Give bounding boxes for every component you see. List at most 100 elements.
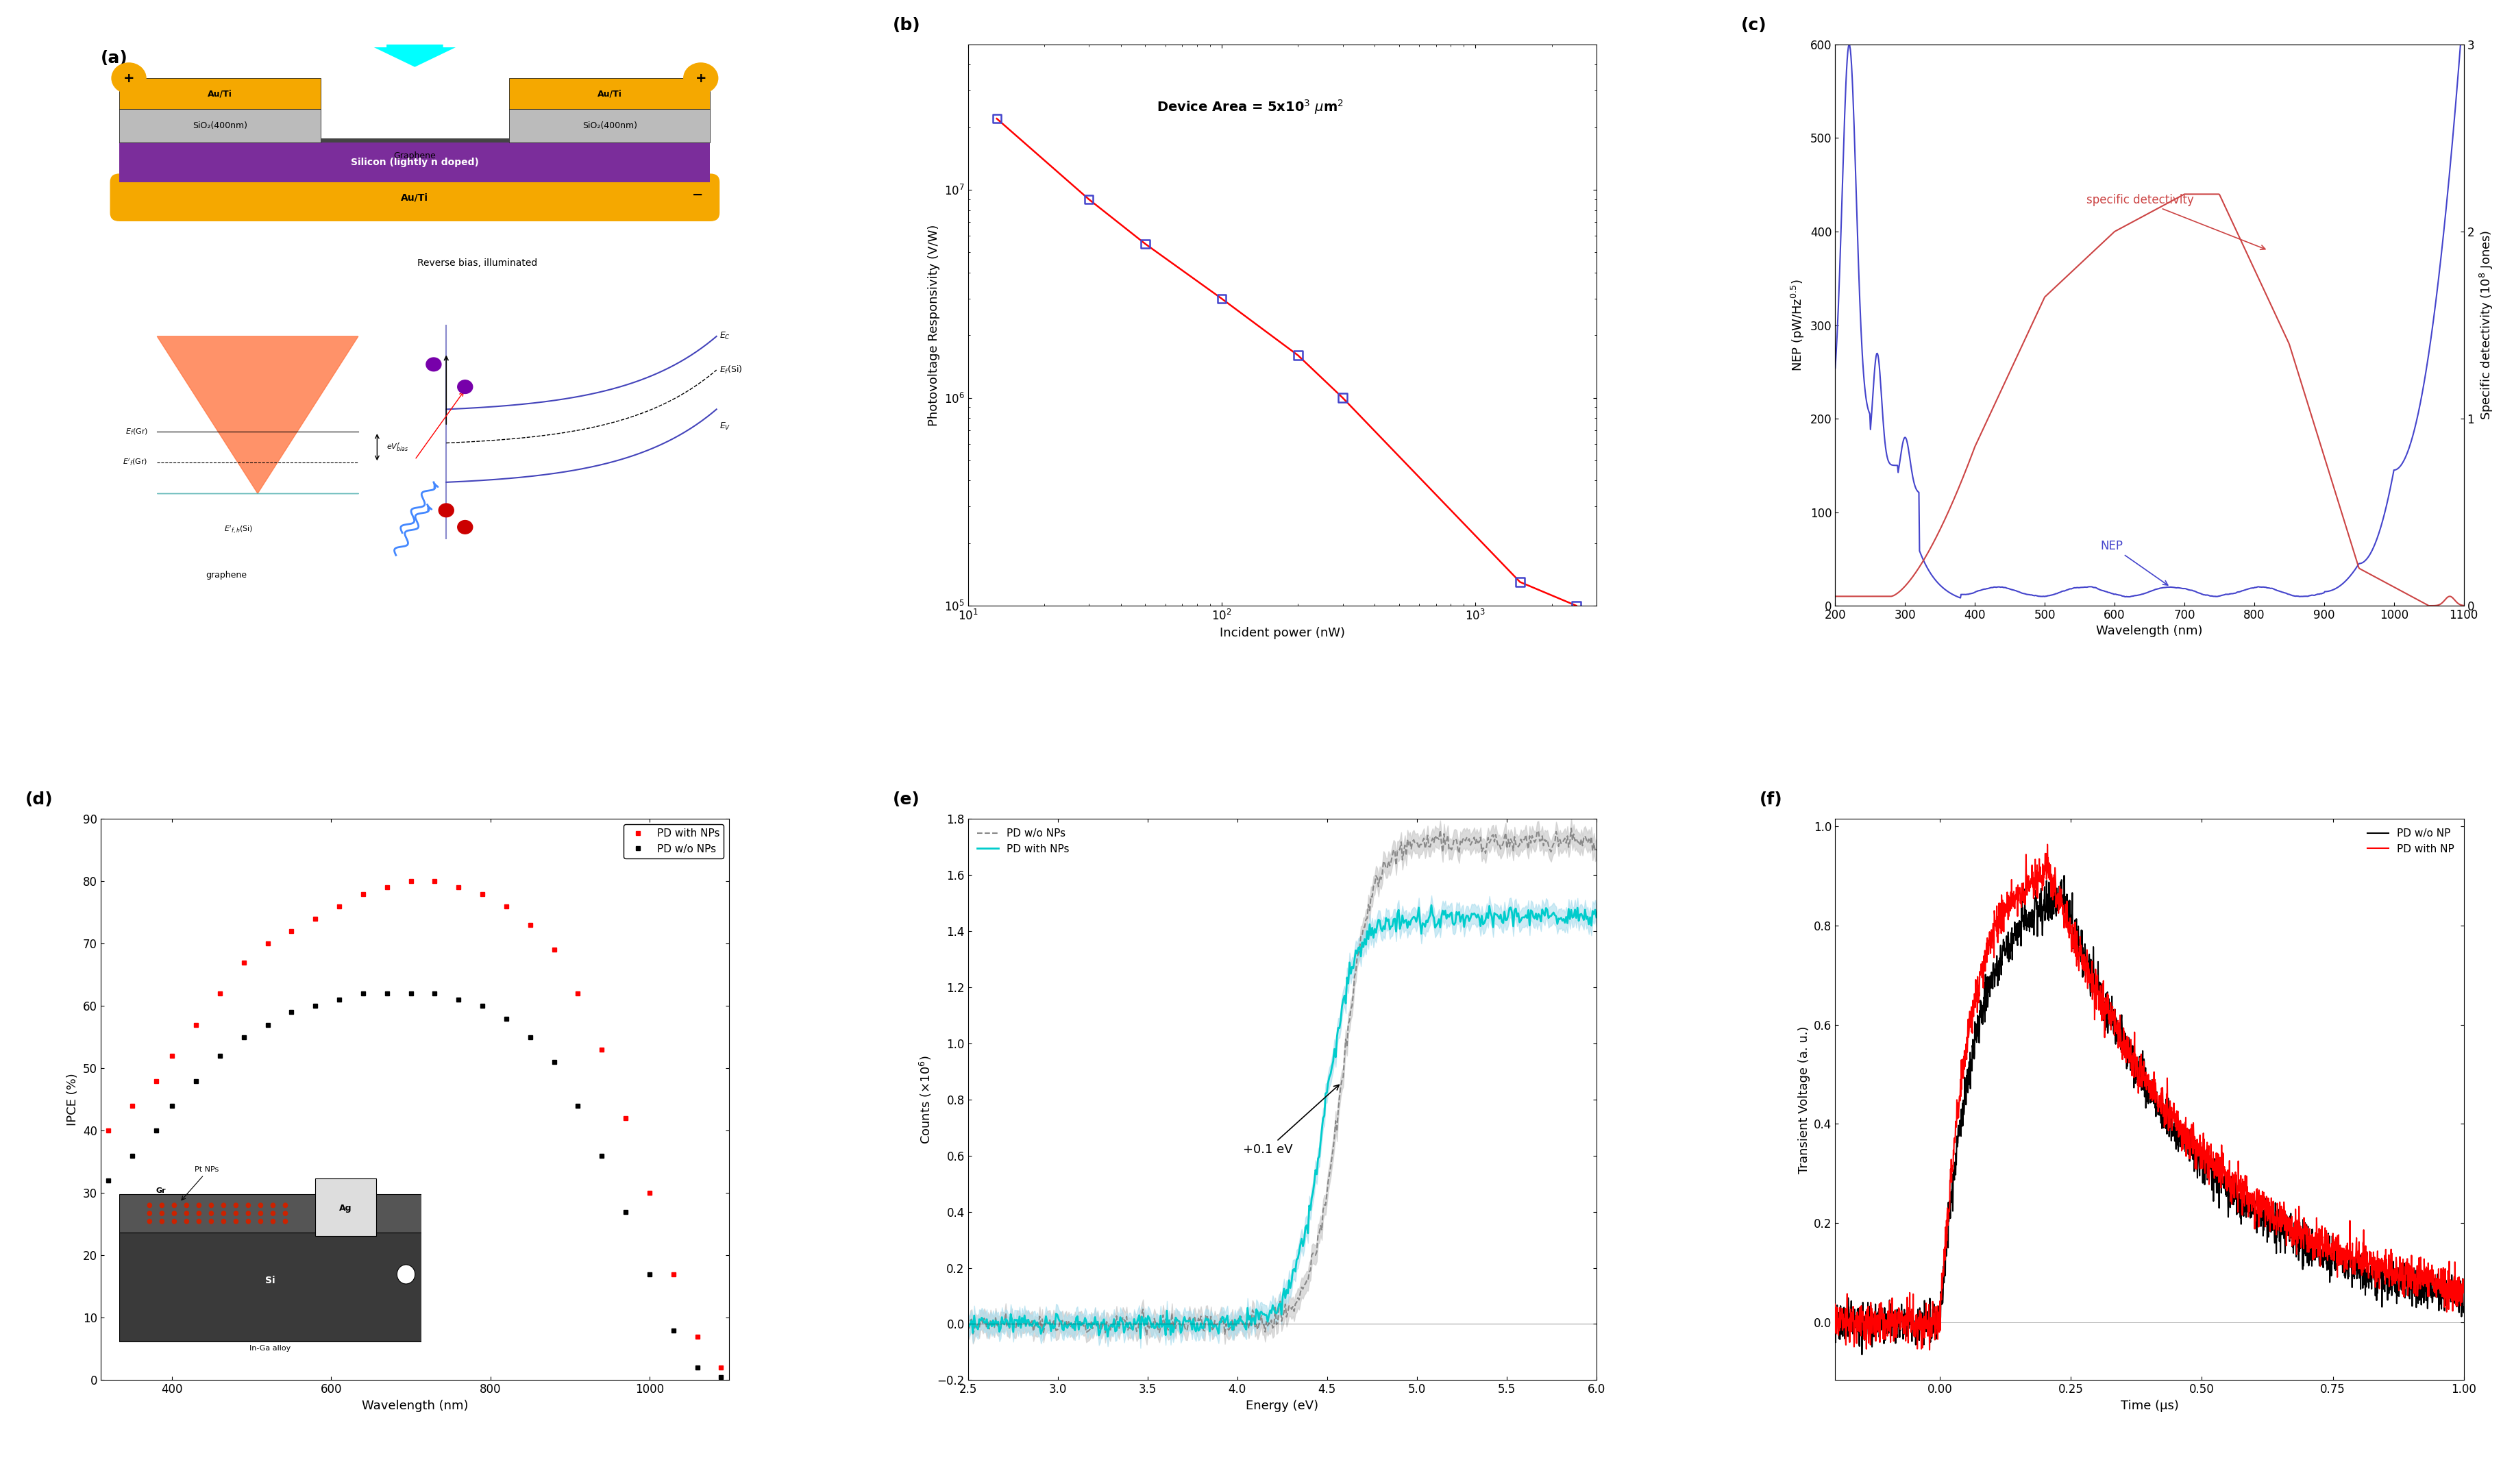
Text: $E_f$(Gr): $E_f$(Gr) [126, 427, 148, 436]
Circle shape [458, 521, 473, 534]
Text: Silicon (lightly n doped): Silicon (lightly n doped) [352, 157, 478, 168]
PD w/o NP [2431, 1272, 2461, 1290]
FancyBboxPatch shape [111, 174, 719, 221]
PD w/o NPs [611, 1204, 641, 1221]
PD w/o NP [2127, 1082, 2157, 1100]
PD w/o NP [2449, 1298, 2479, 1316]
PD with NP [2449, 1284, 2479, 1301]
Point [1202, 286, 1242, 310]
Text: Au/Ti: Au/Ti [598, 89, 621, 98]
Text: $E_f$(Si): $E_f$(Si) [719, 365, 742, 375]
FancyArrow shape [375, 16, 455, 67]
Circle shape [684, 62, 719, 93]
PD w/o NPs [634, 1266, 664, 1284]
Text: Au/Ti: Au/Ti [209, 89, 231, 98]
Legend: PD with NPs, PD w/o NPs: PD with NPs, PD w/o NPs [623, 824, 724, 858]
Bar [510, 79, 711, 108]
PD with NPs [1471, 911, 1501, 929]
PD with NPs [372, 879, 402, 896]
Legend: PD w/o NP, PD with NP: PD w/o NP, PD with NP [2363, 824, 2459, 858]
Text: $E'_{f,h}$(Si): $E'_{f,h}$(Si) [224, 524, 254, 536]
PD w/o NPs [1257, 1312, 1287, 1330]
PD w/o NPs [277, 1003, 307, 1021]
Text: −: − [691, 188, 704, 202]
Polygon shape [156, 337, 357, 494]
Text: (a): (a) [101, 50, 128, 67]
PD with NP [2031, 835, 2061, 853]
PD with NPs [118, 1097, 148, 1114]
PD w/o NPs [420, 984, 450, 1002]
Point [1322, 386, 1363, 410]
PD with NPs [681, 1328, 711, 1346]
Circle shape [111, 62, 146, 93]
Point [1126, 232, 1166, 255]
Y-axis label: IPCE (%): IPCE (%) [65, 1073, 78, 1126]
Line: PD with NPs: PD with NPs [968, 905, 1596, 1339]
Y-axis label: Transient Voltage (a. u.): Transient Voltage (a. u.) [1798, 1025, 1810, 1174]
PD with NPs [490, 898, 520, 916]
PD w/o NPs [681, 1359, 711, 1377]
Line: PD w/o NP: PD w/o NP [1835, 876, 2464, 1355]
PD w/o NPs [324, 991, 354, 1009]
PD with NPs [634, 1184, 664, 1202]
PD with NPs [299, 910, 329, 928]
PD with NPs [1252, 1313, 1282, 1331]
Circle shape [458, 380, 473, 393]
Text: specific detectivity: specific detectivity [2087, 194, 2265, 249]
Point [975, 107, 1016, 131]
PD with NPs [251, 935, 282, 953]
PD with NPs [538, 941, 568, 959]
Text: (c): (c) [1740, 16, 1767, 33]
PD with NPs [1257, 1304, 1287, 1322]
Text: (e): (e) [892, 791, 920, 807]
Line: PD with NPs: PD with NPs [106, 879, 724, 1370]
PD with NPs [324, 898, 354, 916]
Y-axis label: Counts (×10$^6$): Counts (×10$^6$) [918, 1055, 933, 1144]
PD with NP [2431, 1279, 2461, 1297]
X-axis label: Energy (eV): Energy (eV) [1247, 1399, 1317, 1411]
PD with NP [2109, 1049, 2139, 1067]
PD with NP [1916, 1342, 1946, 1359]
Bar [121, 142, 711, 183]
Text: Graphene: Graphene [395, 151, 435, 160]
PD with NPs [611, 1110, 641, 1128]
PD with NPs [420, 873, 450, 890]
PD w/o NPs [204, 1048, 234, 1066]
PD with NP [2127, 1076, 2157, 1094]
Text: $E_V$: $E_V$ [719, 421, 732, 432]
Legend: PD w/o NPs, PD with NPs: PD w/o NPs, PD with NPs [973, 824, 1073, 858]
PD with NP [2431, 1290, 2461, 1307]
Text: $eV^r_{bias}$: $eV^r_{bias}$ [387, 442, 410, 453]
PD with NPs [563, 984, 593, 1002]
PD with NPs [442, 879, 473, 896]
X-axis label: Wavelength (nm): Wavelength (nm) [2097, 625, 2202, 638]
PD w/o NPs [395, 984, 425, 1002]
Text: $E'_f$(Gr): $E'_f$(Gr) [123, 457, 148, 467]
PD w/o NPs [1468, 840, 1498, 858]
Text: SiO₂(400nm): SiO₂(400nm) [194, 122, 246, 131]
Bar [322, 138, 510, 142]
PD with NPs [1581, 908, 1611, 926]
PD w/o NP [1820, 1321, 1850, 1339]
PD w/o NPs [706, 1368, 737, 1386]
X-axis label: Time (μs): Time (μs) [2119, 1399, 2180, 1411]
Bar [121, 108, 322, 142]
PD w/o NPs [586, 1147, 616, 1165]
PD with NPs [204, 984, 234, 1002]
PD with NPs [93, 1122, 123, 1140]
PD with NPs [395, 873, 425, 890]
PD with NPs [515, 916, 546, 933]
Circle shape [427, 358, 442, 371]
Text: SiO₂(400nm): SiO₂(400nm) [583, 122, 636, 131]
PD w/o NPs [1569, 830, 1599, 847]
PD w/o NPs [181, 1071, 211, 1089]
PD with NPs [468, 884, 498, 902]
PD w/o NP [2049, 867, 2079, 884]
Text: +: + [696, 71, 706, 85]
Bar [121, 79, 322, 108]
PD w/o NPs [93, 1172, 123, 1190]
PD w/o NPs [251, 1017, 282, 1034]
PD w/o NP [2315, 1248, 2346, 1266]
PD w/o NPs [347, 984, 377, 1002]
Text: Reverse bias, illuminated: Reverse bias, illuminated [417, 258, 538, 269]
